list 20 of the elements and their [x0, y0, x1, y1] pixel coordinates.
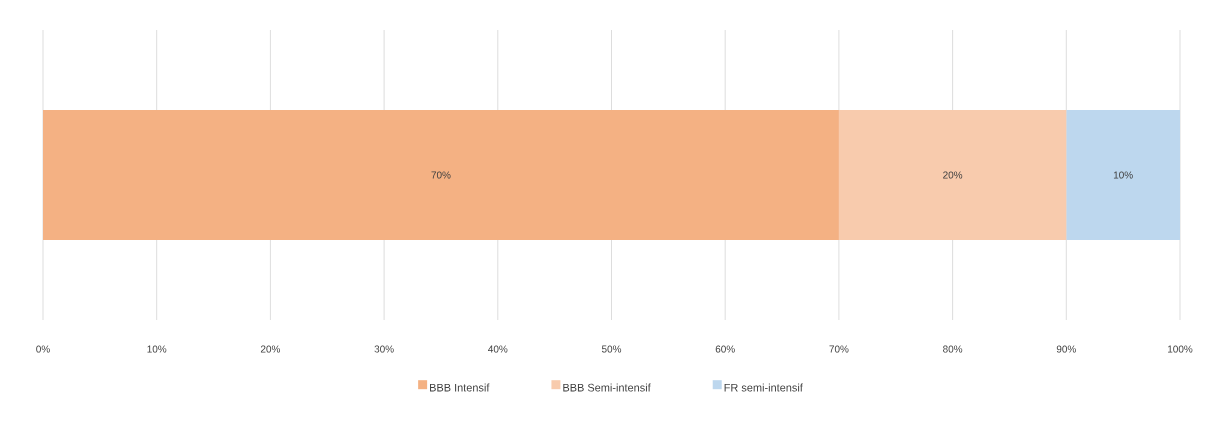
x-tick-label: 0%	[36, 345, 50, 353]
x-tick-label: 80%	[943, 345, 963, 353]
x-tick-label: 40%	[488, 345, 508, 353]
bar	[1066, 110, 1180, 240]
x-tick-label: 70%	[829, 345, 849, 353]
bar	[43, 110, 839, 240]
x-tick-label: 90%	[1056, 345, 1076, 353]
x-tick-label: 10%	[147, 345, 167, 353]
legend-label: FR semi-intensif	[724, 383, 803, 392]
legend-label: BBB Intensif	[430, 383, 490, 392]
x-tick-label: 100%	[1168, 345, 1193, 353]
data-label: 10%	[1113, 171, 1133, 179]
x-tick-label: 60%	[715, 345, 735, 353]
x-tick-label: 50%	[601, 345, 622, 353]
legend-label: BBB Semi-intensif	[563, 383, 651, 392]
x-tick-label: 30%	[374, 345, 394, 353]
data-label: 70%	[431, 171, 451, 179]
data-label: 20%	[943, 171, 963, 179]
bar	[838, 110, 1067, 240]
x-tick-label: 20%	[260, 345, 281, 353]
